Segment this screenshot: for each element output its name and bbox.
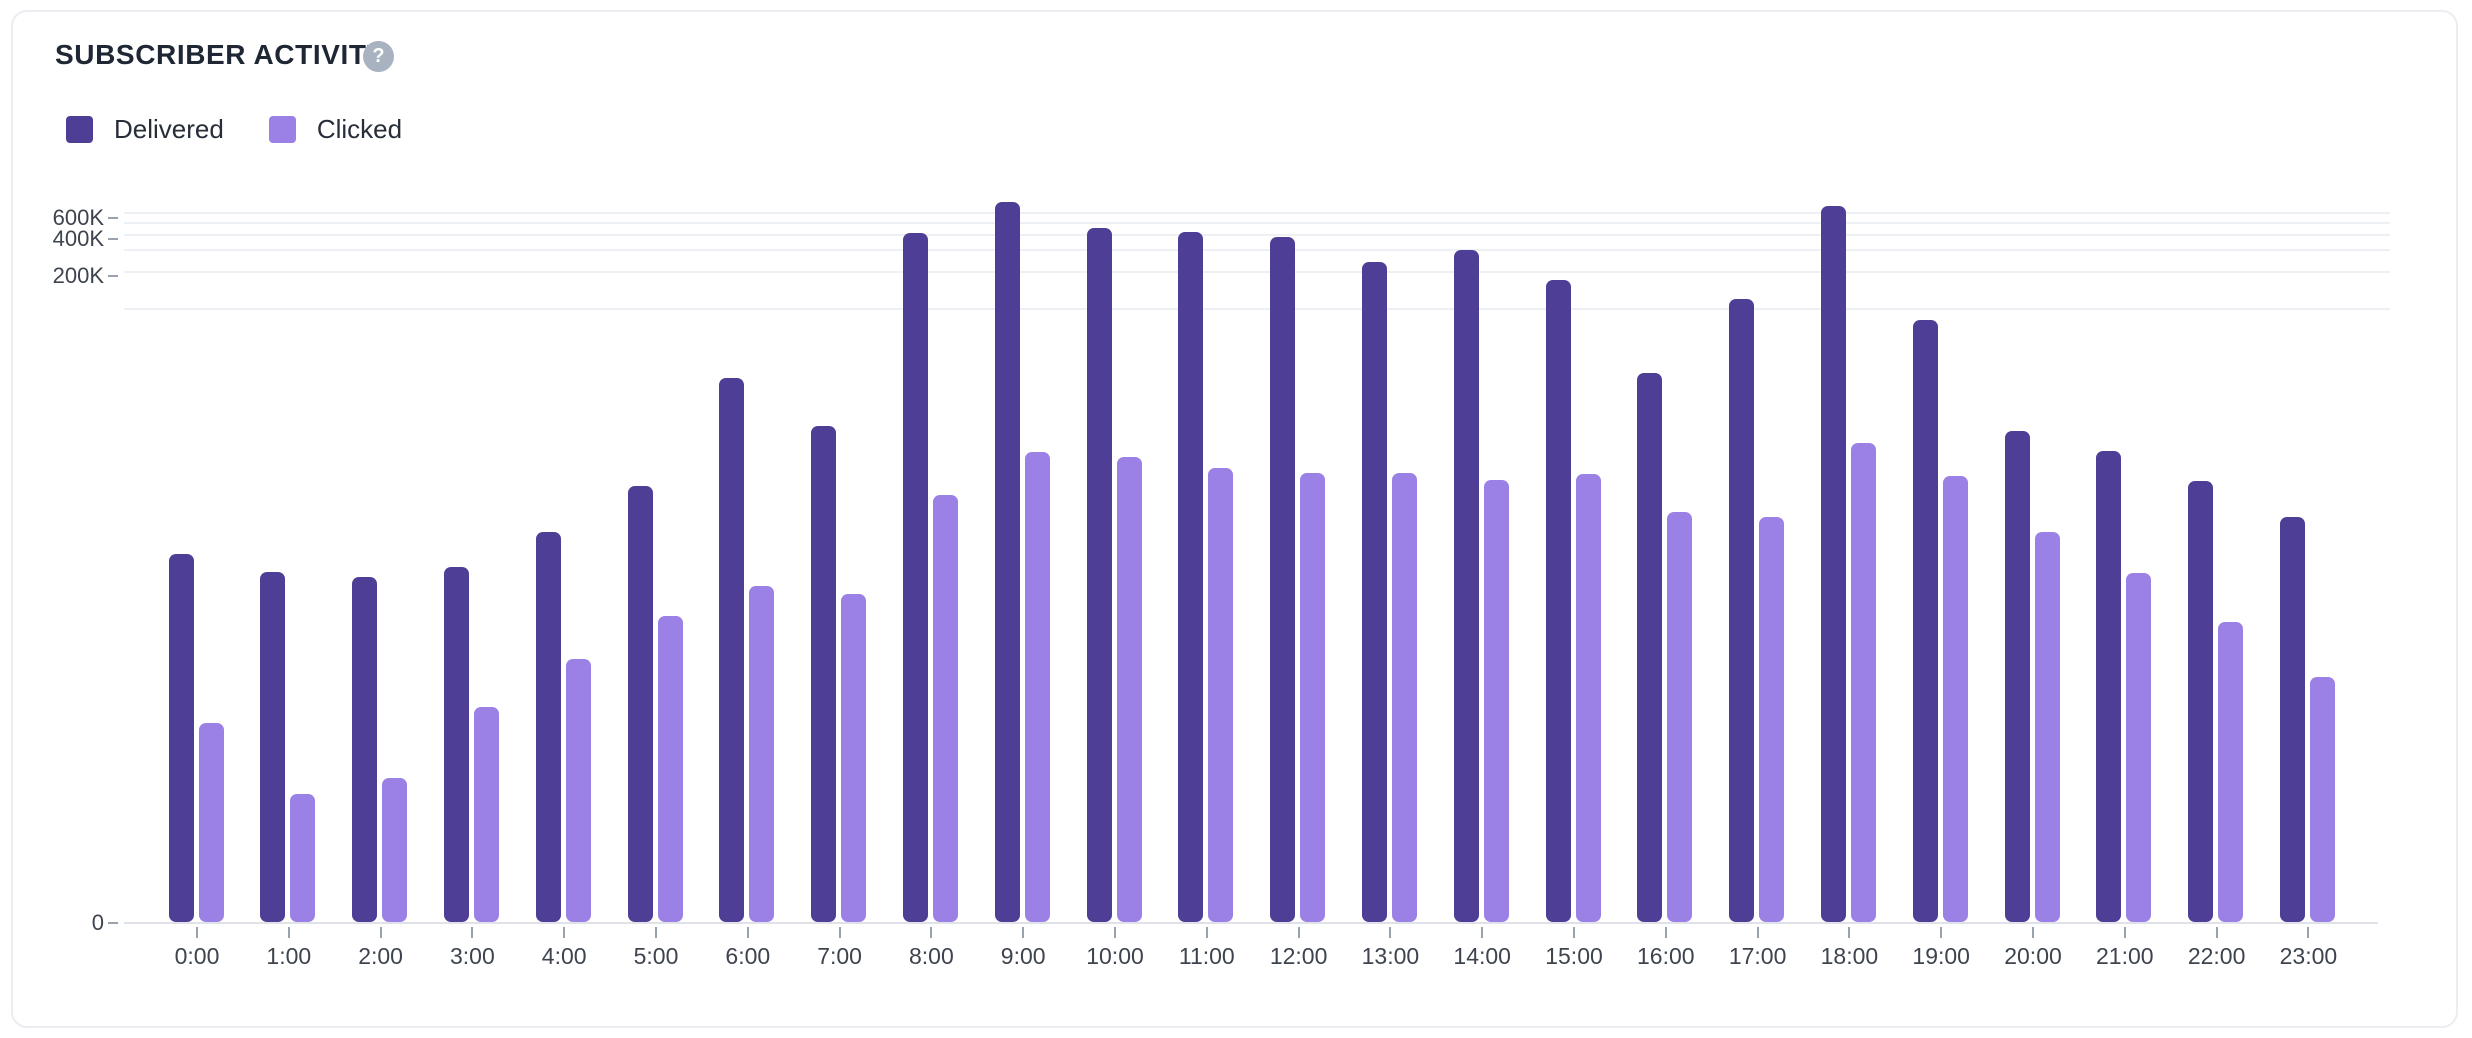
bar-delivered-2:00[interactable] (352, 576, 378, 922)
bar-delivered-8:00[interactable] (902, 233, 928, 922)
bar-delivered-10:00[interactable] (1086, 228, 1112, 922)
legend-label: Clicked (316, 114, 403, 144)
bar-clicked-2:00[interactable] (382, 777, 408, 922)
bar-clicked-6:00[interactable] (749, 585, 775, 922)
bar-clicked-23:00[interactable] (2309, 676, 2335, 922)
bar-delivered-4:00[interactable] (535, 532, 561, 922)
legend-swatch-delivered (66, 115, 93, 143)
help-icon[interactable]: ? (363, 41, 394, 72)
card-title: SUBSCRIBER ACTIVITY (55, 39, 386, 70)
bar-delivered-16:00[interactable] (1637, 372, 1663, 922)
bar-clicked-15:00[interactable] (1575, 473, 1601, 922)
subscriber-activity-card: SUBSCRIBER ACTIVITY ? Delivered Clicked (11, 10, 2458, 1028)
bar-clicked-12:00[interactable] (1300, 472, 1326, 922)
bar-clicked-13:00[interactable] (1391, 472, 1417, 922)
bar-delivered-15:00[interactable] (1545, 280, 1571, 922)
legend-item-clicked[interactable]: Clicked (268, 114, 403, 144)
bar-clicked-18:00[interactable] (1850, 443, 1876, 922)
bar-clicked-7:00[interactable] (841, 594, 867, 922)
bar-clicked-16:00[interactable] (1667, 511, 1693, 922)
bar-delivered-22:00[interactable] (2188, 481, 2214, 922)
bar-delivered-6:00[interactable] (719, 378, 745, 922)
bar-clicked-3:00[interactable] (473, 706, 499, 922)
bar-delivered-5:00[interactable] (627, 485, 653, 922)
bar-clicked-14:00[interactable] (1483, 480, 1509, 922)
bar-clicked-8:00[interactable] (932, 495, 958, 922)
bar-clicked-0:00[interactable] (198, 722, 224, 922)
bar-clicked-17:00[interactable] (1759, 517, 1785, 922)
chart-legend: Delivered Clicked (66, 115, 402, 143)
bar-clicked-9:00[interactable] (1024, 451, 1050, 922)
bar-delivered-9:00[interactable] (994, 201, 1020, 922)
bar-clicked-11:00[interactable] (1208, 468, 1234, 922)
bar-clicked-5:00[interactable] (657, 616, 683, 922)
legend-item-delivered[interactable]: Delivered (66, 115, 224, 143)
bar-clicked-20:00[interactable] (2034, 532, 2060, 922)
bar-delivered-0:00[interactable] (168, 553, 194, 922)
legend-label: Delivered (114, 114, 224, 144)
bar-delivered-23:00[interactable] (2279, 517, 2305, 922)
legend-swatch-clicked (268, 115, 296, 143)
bar-clicked-21:00[interactable] (2126, 572, 2152, 922)
bar-clicked-1:00[interactable] (290, 794, 316, 922)
bar-delivered-20:00[interactable] (2004, 431, 2030, 922)
bar-delivered-14:00[interactable] (1453, 250, 1479, 922)
bar-delivered-17:00[interactable] (1729, 298, 1755, 922)
bar-delivered-3:00[interactable] (443, 567, 469, 922)
bar-delivered-7:00[interactable] (811, 426, 837, 922)
bar-clicked-19:00[interactable] (1942, 476, 1968, 922)
bar-delivered-13:00[interactable] (1361, 261, 1387, 922)
bar-delivered-12:00[interactable] (1270, 237, 1296, 922)
bar-delivered-19:00[interactable] (1912, 320, 1938, 922)
bar-delivered-1:00[interactable] (260, 572, 286, 922)
bar-delivered-18:00[interactable] (1820, 206, 1846, 922)
bar-clicked-4:00[interactable] (565, 658, 591, 922)
bar-delivered-11:00[interactable] (1178, 232, 1204, 922)
bar-clicked-22:00[interactable] (2218, 621, 2244, 922)
bar-clicked-10:00[interactable] (1116, 456, 1142, 922)
bar-delivered-21:00[interactable] (2096, 451, 2122, 922)
